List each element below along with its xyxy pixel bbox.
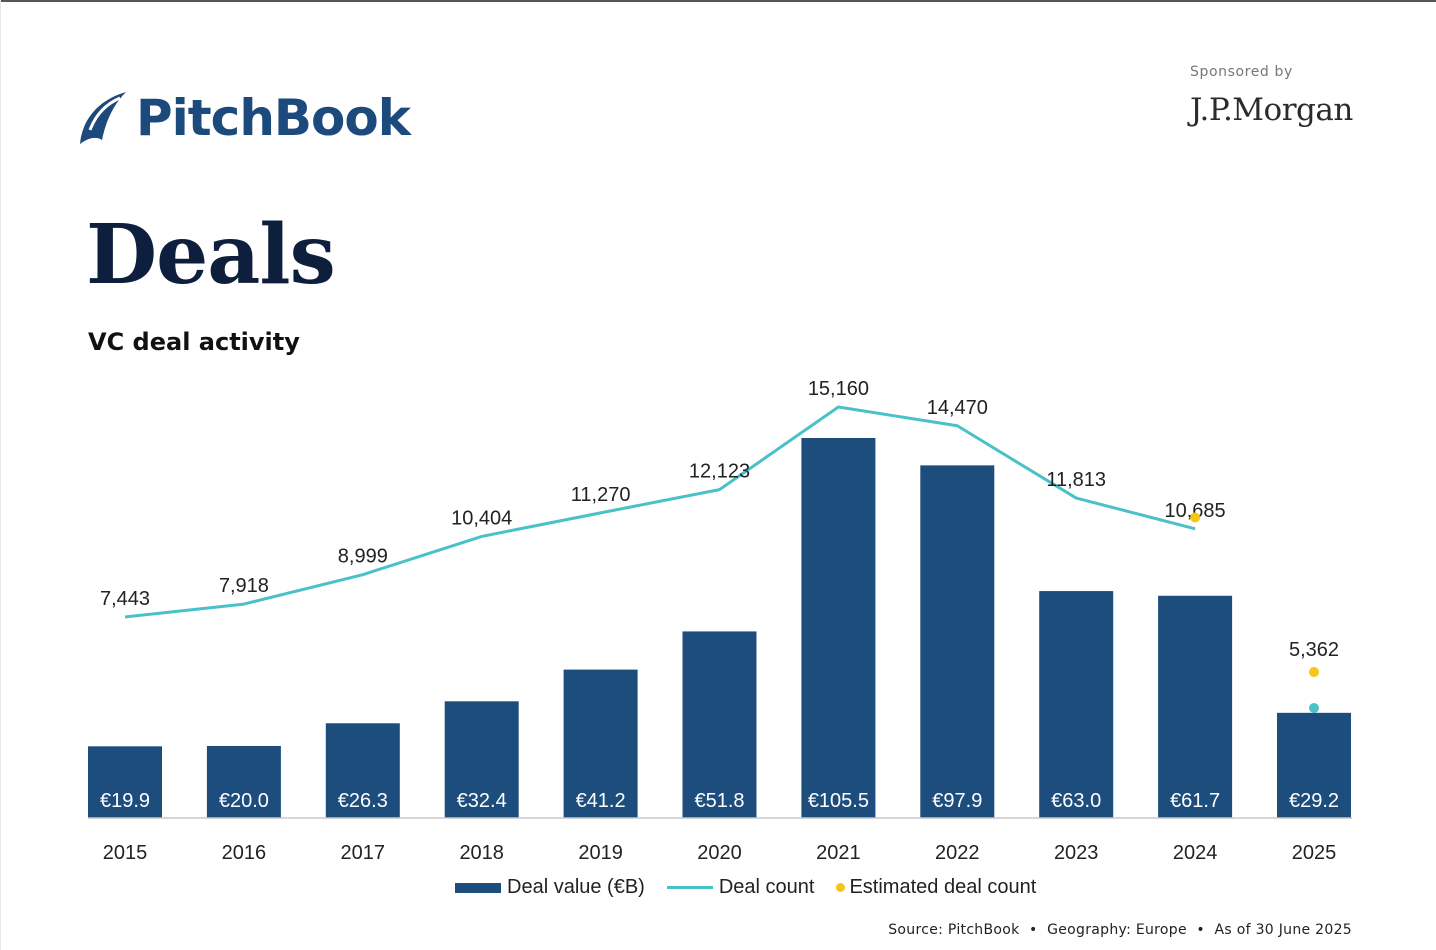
x-tick-label-2021: 2021 — [816, 842, 861, 864]
legend-estimated: Estimated deal count — [836, 876, 1036, 899]
bar-2020 — [682, 631, 757, 818]
x-tick-label-2017: 2017 — [341, 842, 386, 864]
bar-label-2018: €32.4 — [457, 790, 507, 812]
bar-label-2017: €26.3 — [338, 790, 388, 812]
bar-2025 — [1277, 712, 1351, 818]
deal-count-label-2025: 5,362 — [1289, 639, 1339, 661]
bar-2016 — [206, 745, 281, 818]
bar-label-2021: €105.5 — [808, 790, 869, 812]
pitchbook-logo: PitchBook — [76, 86, 411, 150]
dot-swatch-icon — [836, 883, 846, 892]
deal-count-label-2016: 7,918 — [219, 575, 269, 597]
bar-2023 — [1039, 591, 1114, 818]
deal-count-label-2024: 10,685 — [1165, 500, 1226, 522]
bar-label-2024: €61.7 — [1170, 790, 1220, 812]
deal-count-point-2025 — [1309, 703, 1319, 713]
bar-label-2025: €29.2 — [1289, 790, 1339, 812]
separator-2: • — [1196, 922, 1205, 938]
left-border — [0, 0, 1, 950]
x-tick-label-2022: 2022 — [935, 842, 980, 864]
deal-count-line — [124, 405, 1196, 619]
separator-1: • — [1029, 922, 1038, 938]
geography-text: Geography: Europe — [1047, 922, 1187, 938]
logo-text: PitchBook — [136, 89, 411, 147]
chart-legend: Deal value (€B) Deal count Estimated dea… — [455, 876, 1058, 899]
estimated-point-2024 — [1190, 512, 1201, 523]
sponsor-block: Sponsored by J.P.Morgan — [1190, 64, 1370, 128]
bar-label-2022: €97.9 — [932, 790, 982, 812]
line-swatch-icon — [666, 886, 713, 889]
legend-deal-count: Deal count — [666, 876, 815, 899]
date-text: As of 30 June 2025 — [1214, 922, 1352, 938]
top-border — [0, 0, 1436, 2]
sponsor-logo: J.P.Morgan — [1190, 92, 1353, 128]
estimated-point-2025 — [1309, 667, 1319, 677]
source-note: Source: PitchBook • Geography: Europe • … — [888, 922, 1352, 938]
bar-2022 — [920, 465, 995, 818]
bar-2024 — [1158, 595, 1233, 818]
bar-label-2023: €63.0 — [1051, 790, 1101, 812]
bar-2019 — [563, 669, 638, 818]
bar-2018 — [444, 701, 519, 818]
deal-count-label-2022: 14,470 — [927, 397, 988, 419]
bar-label-2016: €20.0 — [219, 790, 269, 812]
legend-deal-value: Deal value (€B) — [455, 876, 645, 899]
x-tick-label-2018: 2018 — [459, 842, 504, 864]
x-tick-label-2019: 2019 — [578, 842, 623, 864]
deal-count-label-2019: 11,270 — [571, 484, 631, 506]
page-title: Deals — [86, 207, 336, 303]
legend-estimated-label: Estimated deal count — [849, 876, 1037, 898]
chart-subtitle: VC deal activity — [88, 328, 300, 356]
x-tick-label-2024: 2024 — [1173, 842, 1218, 864]
bar-label-2019: €41.2 — [576, 790, 626, 812]
x-tick-label-2020: 2020 — [697, 842, 742, 864]
x-tick-label-2015: 2015 — [103, 842, 148, 864]
deal-count-label-2015: 7,443 — [100, 588, 150, 610]
deal-count-label-2017: 8,999 — [338, 546, 388, 568]
bar-swatch-icon — [455, 882, 501, 893]
bar-2015 — [88, 746, 162, 818]
x-tick-label-2016: 2016 — [222, 842, 267, 864]
legend-deal-value-label: Deal value (€B) — [507, 876, 645, 898]
bar-label-2015: €19.9 — [100, 790, 150, 812]
deal-count-label-2018: 10,404 — [451, 507, 512, 529]
vc-deal-activity-chart: €19.9 €20.0 €26.3 €32.4 €41.2 €51.8 €105.5 €97.… — [88, 378, 1352, 864]
bar-2021 — [801, 438, 876, 818]
pitchbook-sail-icon — [80, 92, 126, 144]
legend-deal-count-label: Deal count — [718, 876, 815, 898]
bar-2017 — [325, 723, 400, 818]
source-text: Source: PitchBook — [888, 922, 1020, 938]
x-tick-label-2023: 2023 — [1054, 842, 1099, 864]
sponsor-label: Sponsored by — [1190, 64, 1293, 80]
deal-count-label-2023: 11,813 — [1046, 469, 1106, 491]
deal-count-label-2020: 12,123 — [689, 461, 750, 483]
x-tick-label-2025: 2025 — [1292, 842, 1337, 864]
deal-count-label-2021: 15,160 — [808, 378, 869, 400]
bar-label-2020: €51.8 — [694, 790, 744, 812]
